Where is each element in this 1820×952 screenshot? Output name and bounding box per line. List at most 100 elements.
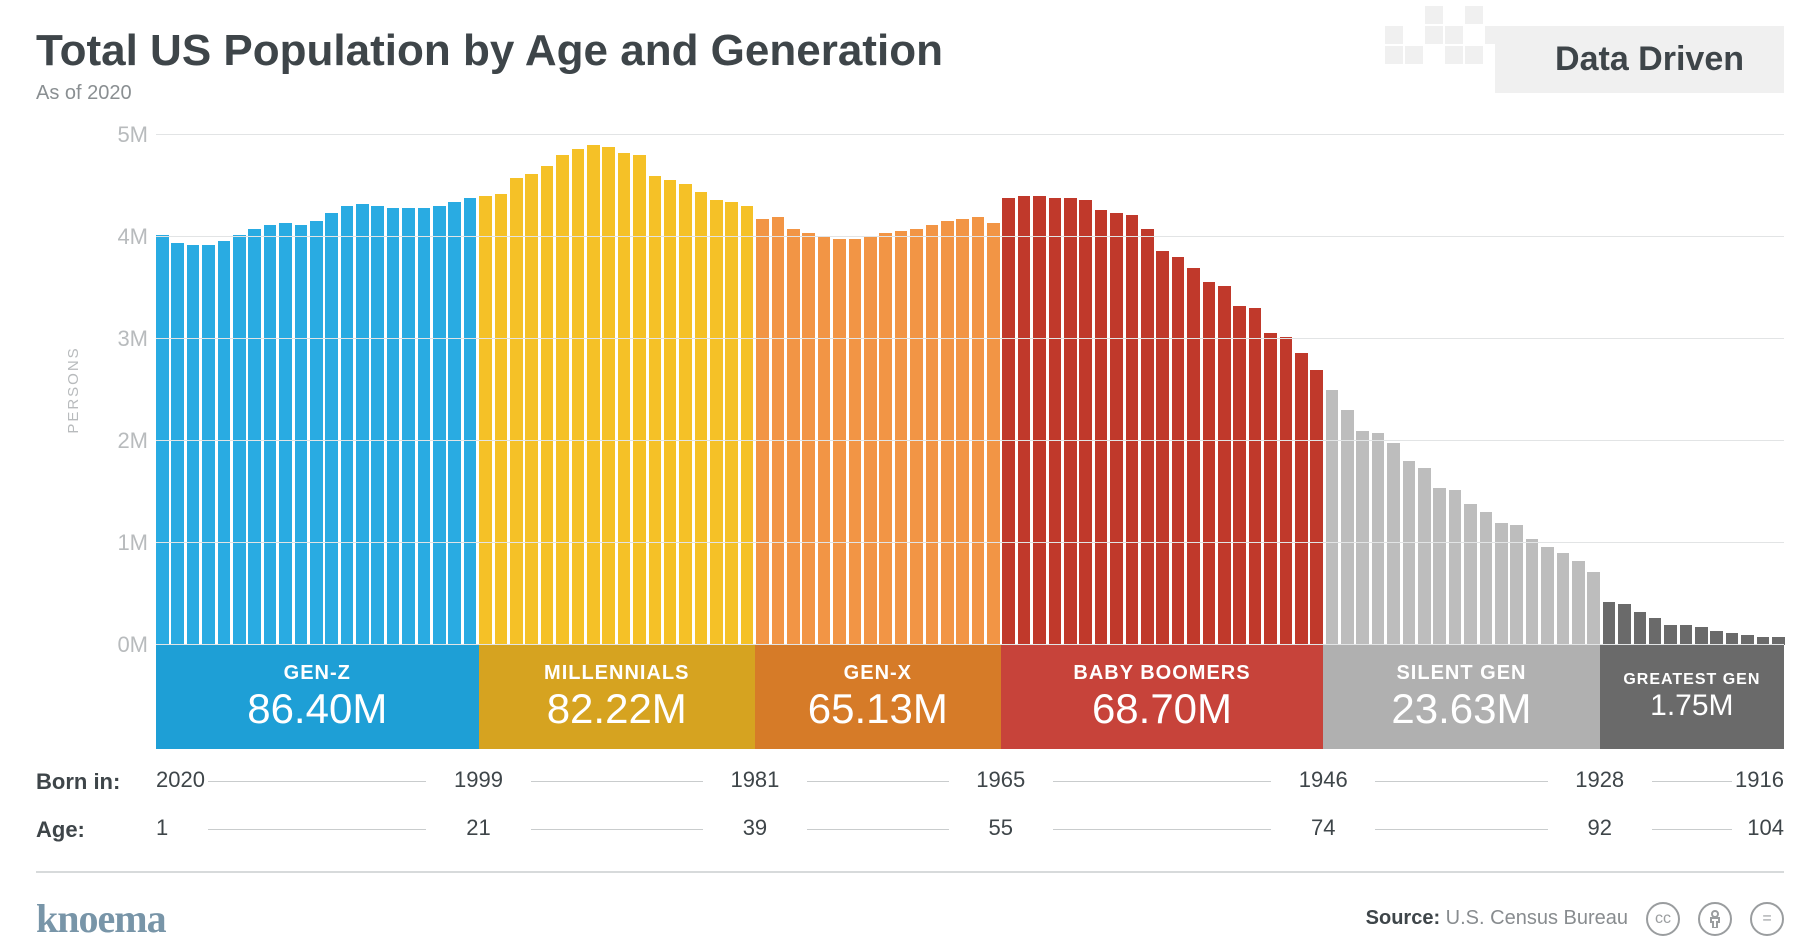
info-dash <box>807 829 949 830</box>
pixel-decoration <box>1385 6 1503 64</box>
bar <box>1572 561 1585 645</box>
bar <box>1557 553 1570 645</box>
bar <box>787 229 800 645</box>
gridline <box>156 338 1784 339</box>
info-dash <box>1652 829 1732 830</box>
bar <box>1480 512 1493 645</box>
bar <box>525 174 538 645</box>
bar <box>664 180 677 645</box>
generation-total: 1.75M <box>1650 689 1733 723</box>
generation-box: Baby Boomers68.70M <box>1001 645 1324 749</box>
info-dash <box>1375 829 1547 830</box>
age-value: 92 <box>1587 815 1611 841</box>
chart-bars <box>156 135 1784 645</box>
bar <box>926 225 939 645</box>
generation-total: 65.13M <box>808 685 948 733</box>
generation-box: Millennials82.22M <box>479 645 755 749</box>
bar <box>1033 196 1046 645</box>
born-value: 1916 <box>1735 767 1784 793</box>
born-in-row: Born in: 2020199919811965194619281916 <box>36 767 1784 797</box>
born-value: 1946 <box>1299 767 1348 793</box>
chart-plot <box>156 135 1784 645</box>
data-driven-badge: Data Driven <box>1495 26 1784 93</box>
bar <box>1079 200 1092 645</box>
bar <box>741 206 754 645</box>
bar <box>264 225 277 645</box>
generation-total: 68.70M <box>1092 685 1232 733</box>
y-tick: 1M <box>117 530 148 556</box>
generation-box: Gen-Z86.40M <box>156 645 479 749</box>
bar <box>171 243 184 645</box>
bar <box>1603 602 1616 645</box>
bar <box>387 208 400 645</box>
born-value: 2020 <box>156 767 205 793</box>
bar <box>1064 198 1077 645</box>
chart-title: Total US Population by Age and Generatio… <box>36 26 943 76</box>
bar <box>1449 490 1462 645</box>
bar <box>695 192 708 645</box>
generation-box: Greatest Gen1.75M <box>1600 645 1784 749</box>
bar <box>1541 547 1554 645</box>
bar <box>248 229 261 645</box>
bar <box>649 176 662 645</box>
y-tick: 2M <box>117 428 148 454</box>
bar <box>956 219 969 645</box>
bar <box>202 245 215 645</box>
bar <box>448 202 461 645</box>
bar <box>1280 337 1293 645</box>
age-row: Age: 12139557492104 <box>36 815 1784 845</box>
bar <box>279 223 292 645</box>
age-value: 104 <box>1747 815 1784 841</box>
age-value: 21 <box>466 815 490 841</box>
bar <box>433 206 446 645</box>
bar <box>1464 504 1477 645</box>
age-label: Age: <box>36 817 156 843</box>
bar <box>1295 353 1308 645</box>
bar <box>679 184 692 645</box>
info-dash <box>531 781 703 782</box>
bar <box>510 178 523 645</box>
bar <box>864 237 877 645</box>
bar <box>1433 488 1446 645</box>
bar <box>756 219 769 645</box>
generation-boxes: Gen-Z86.40MMillennials82.22MGen-X65.13MB… <box>156 645 1784 749</box>
generation-name: Silent Gen <box>1396 662 1526 685</box>
bar <box>1587 572 1600 645</box>
bar <box>1110 213 1123 645</box>
bar <box>1049 198 1062 645</box>
bar <box>587 145 600 645</box>
bar <box>402 208 415 645</box>
generation-total: 23.63M <box>1391 685 1531 733</box>
born-value: 1999 <box>454 767 503 793</box>
info-dash <box>208 829 426 830</box>
bar <box>879 233 892 645</box>
bar <box>1418 468 1431 645</box>
y-tick: 5M <box>117 122 148 148</box>
gridline <box>156 134 1784 135</box>
bar <box>1218 286 1231 645</box>
bar <box>1187 268 1200 645</box>
bar <box>464 198 477 645</box>
generation-total: 86.40M <box>247 685 387 733</box>
bar <box>325 213 338 645</box>
y-tick: 4M <box>117 224 148 250</box>
generation-name: Greatest Gen <box>1623 671 1760 689</box>
bar <box>895 231 908 645</box>
generation-box: Silent Gen23.63M <box>1323 645 1599 749</box>
info-dash <box>1053 829 1271 830</box>
bar <box>495 194 508 645</box>
bar <box>1387 443 1400 645</box>
bar <box>1526 539 1539 645</box>
born-value: 1981 <box>730 767 779 793</box>
bar <box>572 149 585 645</box>
bar <box>910 229 923 645</box>
bar <box>710 200 723 645</box>
bar <box>1649 618 1662 645</box>
cc-icon: cc <box>1646 902 1680 936</box>
source-label: Source: <box>1366 907 1440 929</box>
bar <box>218 241 231 645</box>
born-in-label: Born in: <box>36 769 156 795</box>
born-value: 1965 <box>976 767 1025 793</box>
info-dash <box>531 829 703 830</box>
generation-total: 82.22M <box>547 685 687 733</box>
